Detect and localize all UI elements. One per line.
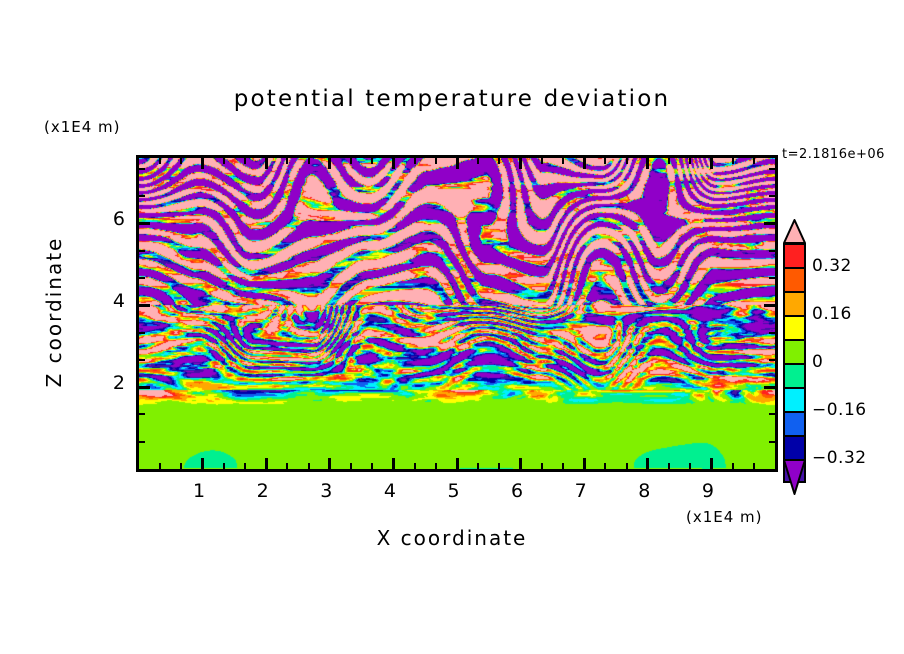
x-tick-label: 5 (447, 480, 461, 502)
colorbar-cell (783, 339, 806, 363)
y-tick-label: 2 (112, 372, 126, 395)
time-annotation: t=2.1816e+06 (782, 147, 885, 162)
x-axis-title: X coordinate (376, 526, 528, 550)
x-tick-label: 9 (701, 480, 715, 502)
x-tick-label: 3 (320, 480, 334, 502)
colorbar (783, 243, 806, 483)
colorbar-cell (783, 291, 806, 315)
y-axis-title: Z coordinate (42, 236, 66, 388)
colorbar-tick-label: −0.32 (812, 448, 867, 468)
x-axis-unit-label: (x1E4 m) (686, 508, 763, 526)
colorbar-cell (783, 387, 806, 411)
colorbar-tick-label: 0 (812, 352, 824, 372)
colorbar-cell (783, 363, 806, 387)
y-axis-unit-label: (x1E4 m) (44, 118, 121, 136)
colorbar-cell (783, 411, 806, 435)
colorbar-over-arrow (783, 219, 806, 244)
colorbar-cell (783, 435, 806, 459)
colorbar-cell (783, 243, 806, 267)
colorbar-under-arrow (783, 459, 806, 495)
x-tick-label: 6 (511, 480, 525, 502)
x-tick-label: 1 (193, 480, 207, 502)
y-tick-label: 6 (112, 208, 126, 231)
x-tick-label: 7 (574, 480, 588, 502)
colorbar-cell (783, 315, 806, 339)
chart-title: potential temperature deviation (233, 86, 671, 112)
x-tick-label: 8 (638, 480, 652, 502)
y-tick-label: 4 (112, 290, 126, 313)
x-tick-label: 4 (383, 480, 397, 502)
colorbar-tick-label: 0.32 (812, 256, 852, 276)
contour-plot-area (136, 155, 778, 472)
x-tick-label: 2 (256, 480, 270, 502)
temperature-deviation-field (139, 158, 775, 469)
colorbar-cell (783, 267, 806, 291)
colorbar-tick-label: 0.16 (812, 304, 852, 324)
colorbar-tick-label: −0.16 (812, 400, 867, 420)
